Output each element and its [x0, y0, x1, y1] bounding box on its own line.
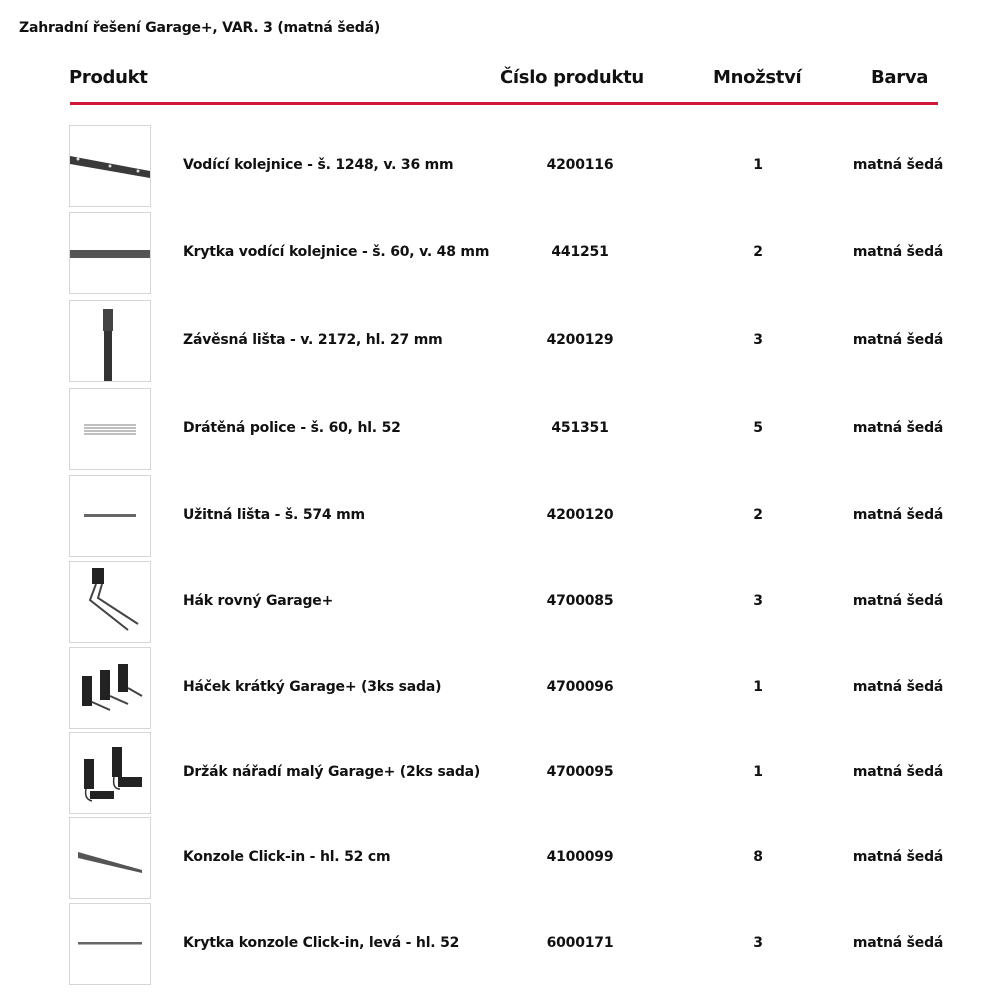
product-number: 4700085 [546, 593, 614, 609]
header-color: Barva [871, 67, 929, 88]
product-name: Konzole Click-in - hl. 52 cm [183, 849, 391, 865]
header-product: Produkt [69, 67, 148, 88]
vertical-bar-icon [103, 309, 113, 381]
utility-bar-icon [84, 514, 136, 517]
product-image [69, 125, 151, 207]
product-name: Držák nářadí malý Garage+ (2ks sada) [183, 764, 481, 780]
product-number: 4700095 [546, 764, 614, 780]
table-row: Drátěná police - š. 60, hl. 52 451351 5 … [0, 388, 1000, 472]
product-number: 4100099 [546, 849, 614, 865]
table-row: Hák rovný Garage+ 4700085 3 matná šedá [0, 561, 1000, 645]
product-image [69, 903, 151, 985]
short-hooks-icon [82, 664, 143, 711]
header-divider [70, 102, 938, 105]
product-name: Vodící kolejnice - š. 1248, v. 36 mm [183, 157, 454, 173]
product-color: matná šedá [852, 244, 944, 260]
product-number: 4200116 [546, 157, 614, 173]
product-color: matná šedá [852, 849, 944, 865]
product-quantity: 5 [753, 420, 763, 436]
product-name: Drátěná police - š. 60, hl. 52 [183, 420, 401, 436]
product-number: 4200129 [546, 332, 614, 348]
product-quantity: 1 [753, 679, 763, 695]
product-color: matná šedá [852, 420, 944, 436]
product-image [69, 475, 151, 557]
product-image [69, 388, 151, 470]
product-quantity: 3 [753, 332, 763, 348]
tool-holder-icon [84, 747, 142, 802]
product-image [69, 817, 151, 899]
product-name: Krytka konzole Click-in, levá - hl. 52 [183, 935, 460, 951]
product-number: 6000171 [546, 935, 614, 951]
table-row: Držák nářadí malý Garage+ (2ks sada) 470… [0, 732, 1000, 816]
product-image [69, 647, 151, 729]
product-quantity: 1 [753, 764, 763, 780]
product-number: 451351 [551, 420, 609, 436]
product-name: Závěsná lišta - v. 2172, hl. 27 mm [183, 332, 443, 348]
product-color: matná šedá [852, 157, 944, 173]
bracket-icon [78, 852, 142, 873]
product-color: matná šedá [852, 332, 944, 348]
product-name: Hák rovný Garage+ [183, 593, 334, 609]
wire-shelf-icon [84, 424, 136, 435]
product-quantity: 2 [753, 244, 763, 260]
table-row: Krytka vodící kolejnice - š. 60, v. 48 m… [0, 212, 1000, 296]
product-color: matná šedá [852, 679, 944, 695]
table-row: Závěsná lišta - v. 2172, hl. 27 mm 42001… [0, 300, 1000, 384]
rail-cover-icon [70, 250, 150, 258]
product-number: 4700096 [546, 679, 614, 695]
product-quantity: 1 [753, 157, 763, 173]
header-number: Číslo produktu [500, 67, 644, 88]
product-name: Užitná lišta - š. 574 mm [183, 507, 365, 523]
product-image [69, 212, 151, 294]
table-row: Vodící kolejnice - š. 1248, v. 36 mm 420… [0, 125, 1000, 209]
straight-hook-icon [88, 568, 139, 631]
header-quantity: Množství [713, 67, 802, 88]
product-color: matná šedá [852, 593, 944, 609]
bracket-cover-icon [78, 942, 142, 945]
product-number: 441251 [551, 244, 609, 260]
product-name: Háček krátký Garage+ (3ks sada) [183, 679, 442, 695]
table-row: Užitná lišta - š. 574 mm 4200120 2 matná… [0, 475, 1000, 559]
product-quantity: 3 [753, 935, 763, 951]
page-title: Zahradní řešení Garage+, VAR. 3 (matná š… [19, 20, 381, 36]
product-quantity: 8 [753, 849, 763, 865]
product-quantity: 3 [753, 593, 763, 609]
table-row: Krytka konzole Click-in, levá - hl. 52 6… [0, 903, 1000, 987]
product-number: 4200120 [546, 507, 614, 523]
product-color: matná šedá [852, 507, 944, 523]
rail-icon [70, 156, 150, 178]
product-color: matná šedá [852, 764, 944, 780]
product-name: Krytka vodící kolejnice - š. 60, v. 48 m… [183, 244, 490, 260]
product-image [69, 300, 151, 382]
table-row: Háček krátký Garage+ (3ks sada) 4700096 … [0, 647, 1000, 731]
product-color: matná šedá [852, 935, 944, 951]
product-quantity: 2 [753, 507, 763, 523]
product-image [69, 732, 151, 814]
table-row: Konzole Click-in - hl. 52 cm 4100099 8 m… [0, 817, 1000, 901]
product-image [69, 561, 151, 643]
